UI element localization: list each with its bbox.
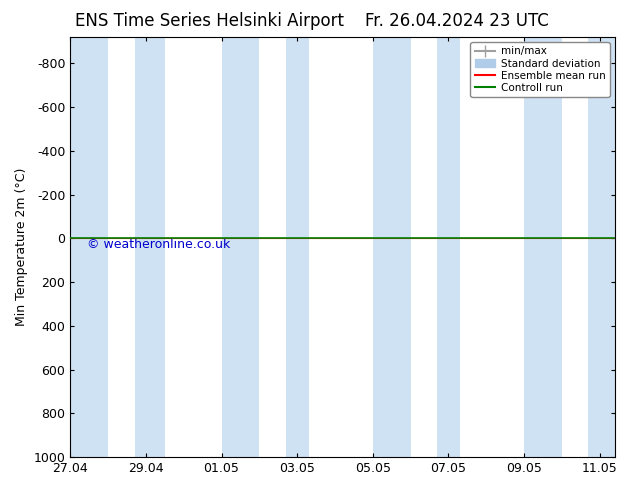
Text: © weatheronline.co.uk: © weatheronline.co.uk <box>87 239 230 251</box>
Bar <box>588 37 615 457</box>
Bar <box>373 37 411 457</box>
Bar <box>286 37 309 457</box>
Bar <box>134 37 165 457</box>
Bar <box>524 37 562 457</box>
Text: ENS Time Series Helsinki Airport: ENS Time Series Helsinki Airport <box>75 12 344 30</box>
Legend: min/max, Standard deviation, Ensemble mean run, Controll run: min/max, Standard deviation, Ensemble me… <box>470 42 609 97</box>
Bar <box>70 37 108 457</box>
Bar <box>437 37 460 457</box>
Text: Fr. 26.04.2024 23 UTC: Fr. 26.04.2024 23 UTC <box>365 12 548 30</box>
Bar <box>221 37 259 457</box>
Y-axis label: Min Temperature 2m (°C): Min Temperature 2m (°C) <box>15 168 28 326</box>
